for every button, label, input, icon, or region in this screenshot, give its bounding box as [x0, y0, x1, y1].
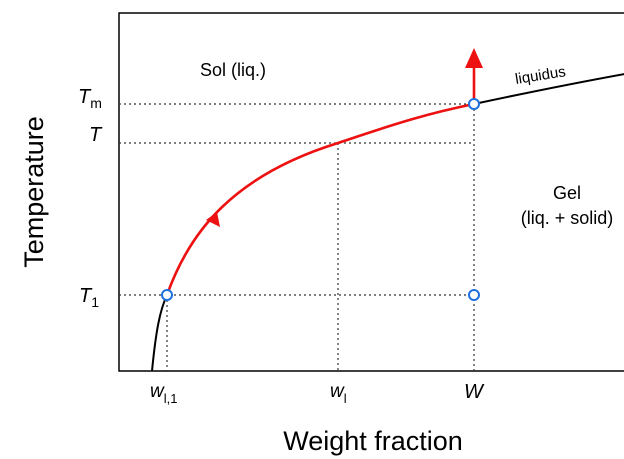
t1-tick-label: T1: [79, 285, 99, 310]
gel-region-sublabel: (liq. + solid): [521, 208, 614, 228]
gel-region-label: Gel: [553, 183, 581, 203]
x-axis-title: Weight fraction: [283, 426, 463, 456]
path-arrow-head: [206, 212, 220, 227]
wl-tick-label: wl: [330, 381, 347, 406]
guide-lines: [119, 103, 475, 371]
wl1-tick-label: wl,1: [150, 381, 177, 406]
t-tick-label: T: [89, 124, 103, 146]
y-axis-title: Temperature: [19, 116, 49, 268]
state-point-t1-wl1: [161, 289, 173, 301]
cooling-path-curve: [165, 102, 475, 296]
w-tick-label: W: [464, 381, 485, 403]
state-points: [161, 98, 480, 301]
state-point-t1-w: [468, 289, 480, 301]
sol-region-label: Sol (liq.): [200, 60, 266, 80]
liquidus-label: liquidus: [514, 63, 567, 88]
plot-frame: [118, 12, 624, 372]
vertical-arrow-head: [465, 48, 483, 68]
tm-tick-label: Tm: [78, 86, 102, 111]
state-point-tm: [468, 98, 480, 110]
